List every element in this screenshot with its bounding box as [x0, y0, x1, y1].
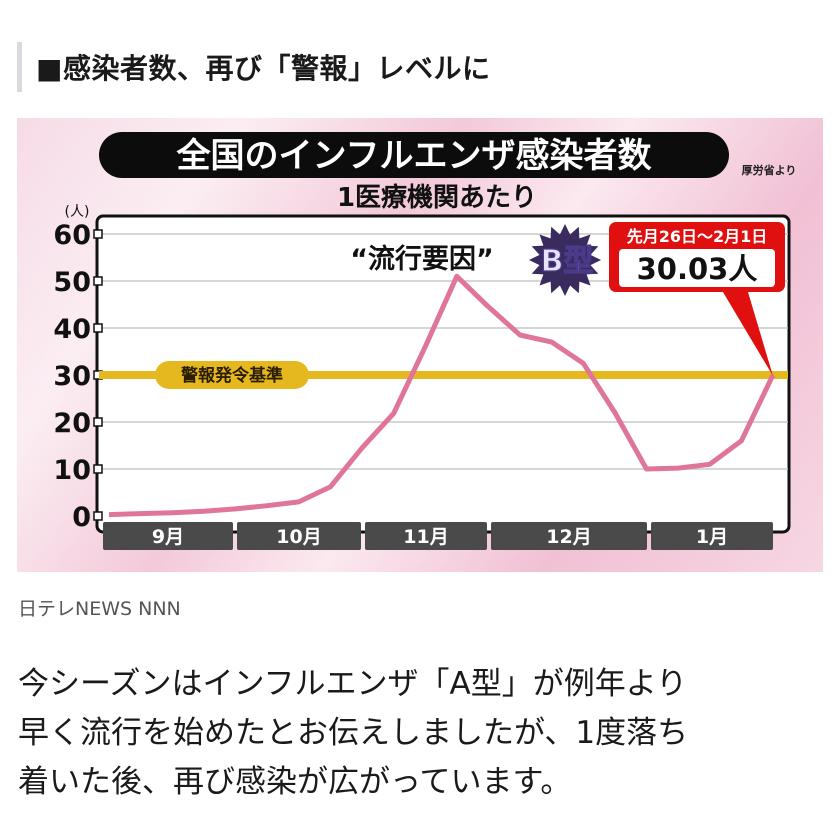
- chart-subtitle: 1医療機関あたり: [337, 183, 537, 213]
- y-tick-marker: [93, 323, 103, 333]
- body-line: 早く流行を始めたとお伝えしましたが、1度落ち: [18, 715, 689, 751]
- section-heading: ■感染者数、再び「警報」レベルに: [17, 42, 490, 92]
- month-bar: [103, 522, 233, 550]
- burst-star-icon: [529, 224, 601, 296]
- y-tick-marker: [93, 417, 103, 427]
- chart-title: 全国のインフルエンザ感染者数: [176, 136, 652, 176]
- image-caption: 日テレNEWS NNN: [18, 598, 181, 620]
- callout-pointer: [717, 282, 773, 376]
- threshold-label-pill: [155, 361, 309, 389]
- y-tick-marker: [93, 464, 103, 474]
- y-tick-label: 0: [72, 502, 91, 533]
- source-note: 厚労省より: [742, 163, 797, 177]
- y-unit-label: (人): [65, 204, 90, 220]
- month-bar: [237, 522, 361, 550]
- y-tick-label: 50: [53, 267, 91, 298]
- callout-value: 30.03人: [637, 252, 758, 286]
- y-tick-marker: [93, 276, 103, 286]
- article-body: 今シーズンはインフルエンザ「A型」が例年より 早く流行を始めたとお伝えしましたが…: [18, 660, 818, 807]
- body-line: 今シーズンはインフルエンザ「A型」が例年より: [18, 666, 688, 702]
- annotation-quote: “流行要因”: [350, 243, 494, 275]
- month-bar: [365, 522, 487, 550]
- month-label: 10月: [276, 526, 321, 548]
- y-tick-label: 40: [53, 314, 91, 345]
- influenza-chart-figure: 全国のインフルエンザ感染者数 1医療機関あたり 厚労省より (人) 0 10 20 3…: [17, 118, 823, 572]
- month-label: 11月: [403, 526, 448, 548]
- month-label: 1月: [696, 526, 728, 548]
- callout-value-box: [619, 249, 775, 287]
- threshold-label: 警報発令基準: [180, 365, 283, 386]
- body-line: 着いた後、再び感染が広がっています。: [18, 764, 572, 800]
- chart-title-pill: [99, 132, 729, 178]
- y-tick-marker: [93, 229, 103, 239]
- month-label: 9月: [152, 526, 184, 548]
- line-chart: 全国のインフルエンザ感染者数 1医療機関あたり 厚労省より (人) 0 10 20 3…: [53, 132, 797, 550]
- y-tick-label: 10: [53, 455, 91, 486]
- month-bar: [651, 522, 773, 550]
- y-tick-label: 20: [53, 408, 91, 439]
- y-tick-marker: [93, 511, 103, 521]
- series-line: [108, 273, 776, 518]
- section-heading-text: ■感染者数、再び「警報」レベルに: [36, 52, 491, 85]
- y-axis-ticks: 0 10 20 30 40 50 60: [53, 220, 103, 533]
- y-tick-label: 30: [53, 361, 91, 392]
- y-tick-label: 60: [53, 220, 91, 251]
- x-axis-month-labels: 9月 10月 11月 12月 1月: [103, 522, 773, 550]
- month-bar: [491, 522, 647, 550]
- month-label: 12月: [546, 526, 591, 548]
- annotation-type: B型: [541, 244, 594, 279]
- callout-period: 先月26日〜2月1日: [627, 227, 768, 246]
